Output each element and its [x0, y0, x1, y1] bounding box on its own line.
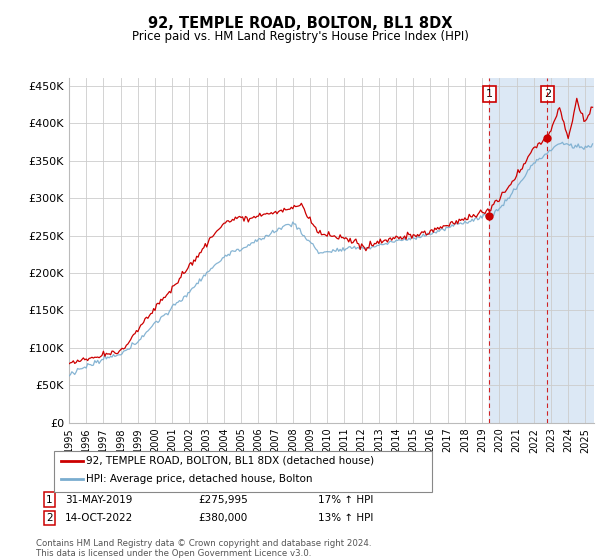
Text: 13% ↑ HPI: 13% ↑ HPI [318, 513, 373, 523]
Text: 92, TEMPLE ROAD, BOLTON, BL1 8DX (detached house): 92, TEMPLE ROAD, BOLTON, BL1 8DX (detach… [86, 456, 374, 466]
Text: £275,995: £275,995 [198, 494, 248, 505]
Text: 14-OCT-2022: 14-OCT-2022 [65, 513, 133, 523]
Bar [490, 78, 594, 423]
Text: 1: 1 [46, 494, 53, 505]
Text: Price paid vs. HM Land Registry's House Price Index (HPI): Price paid vs. HM Land Registry's House … [131, 30, 469, 44]
Text: 92, TEMPLE ROAD, BOLTON, BL1 8DX: 92, TEMPLE ROAD, BOLTON, BL1 8DX [148, 16, 452, 31]
Text: Contains HM Land Registry data © Crown copyright and database right 2024.
This d: Contains HM Land Registry data © Crown c… [36, 539, 371, 558]
Text: £380,000: £380,000 [198, 513, 247, 523]
Text: 1: 1 [486, 89, 493, 99]
Text: 2: 2 [544, 89, 551, 99]
Text: 17% ↑ HPI: 17% ↑ HPI [318, 494, 373, 505]
Text: HPI: Average price, detached house, Bolton: HPI: Average price, detached house, Bolt… [86, 474, 313, 484]
Text: 2: 2 [46, 513, 53, 523]
Text: 31-MAY-2019: 31-MAY-2019 [65, 494, 132, 505]
